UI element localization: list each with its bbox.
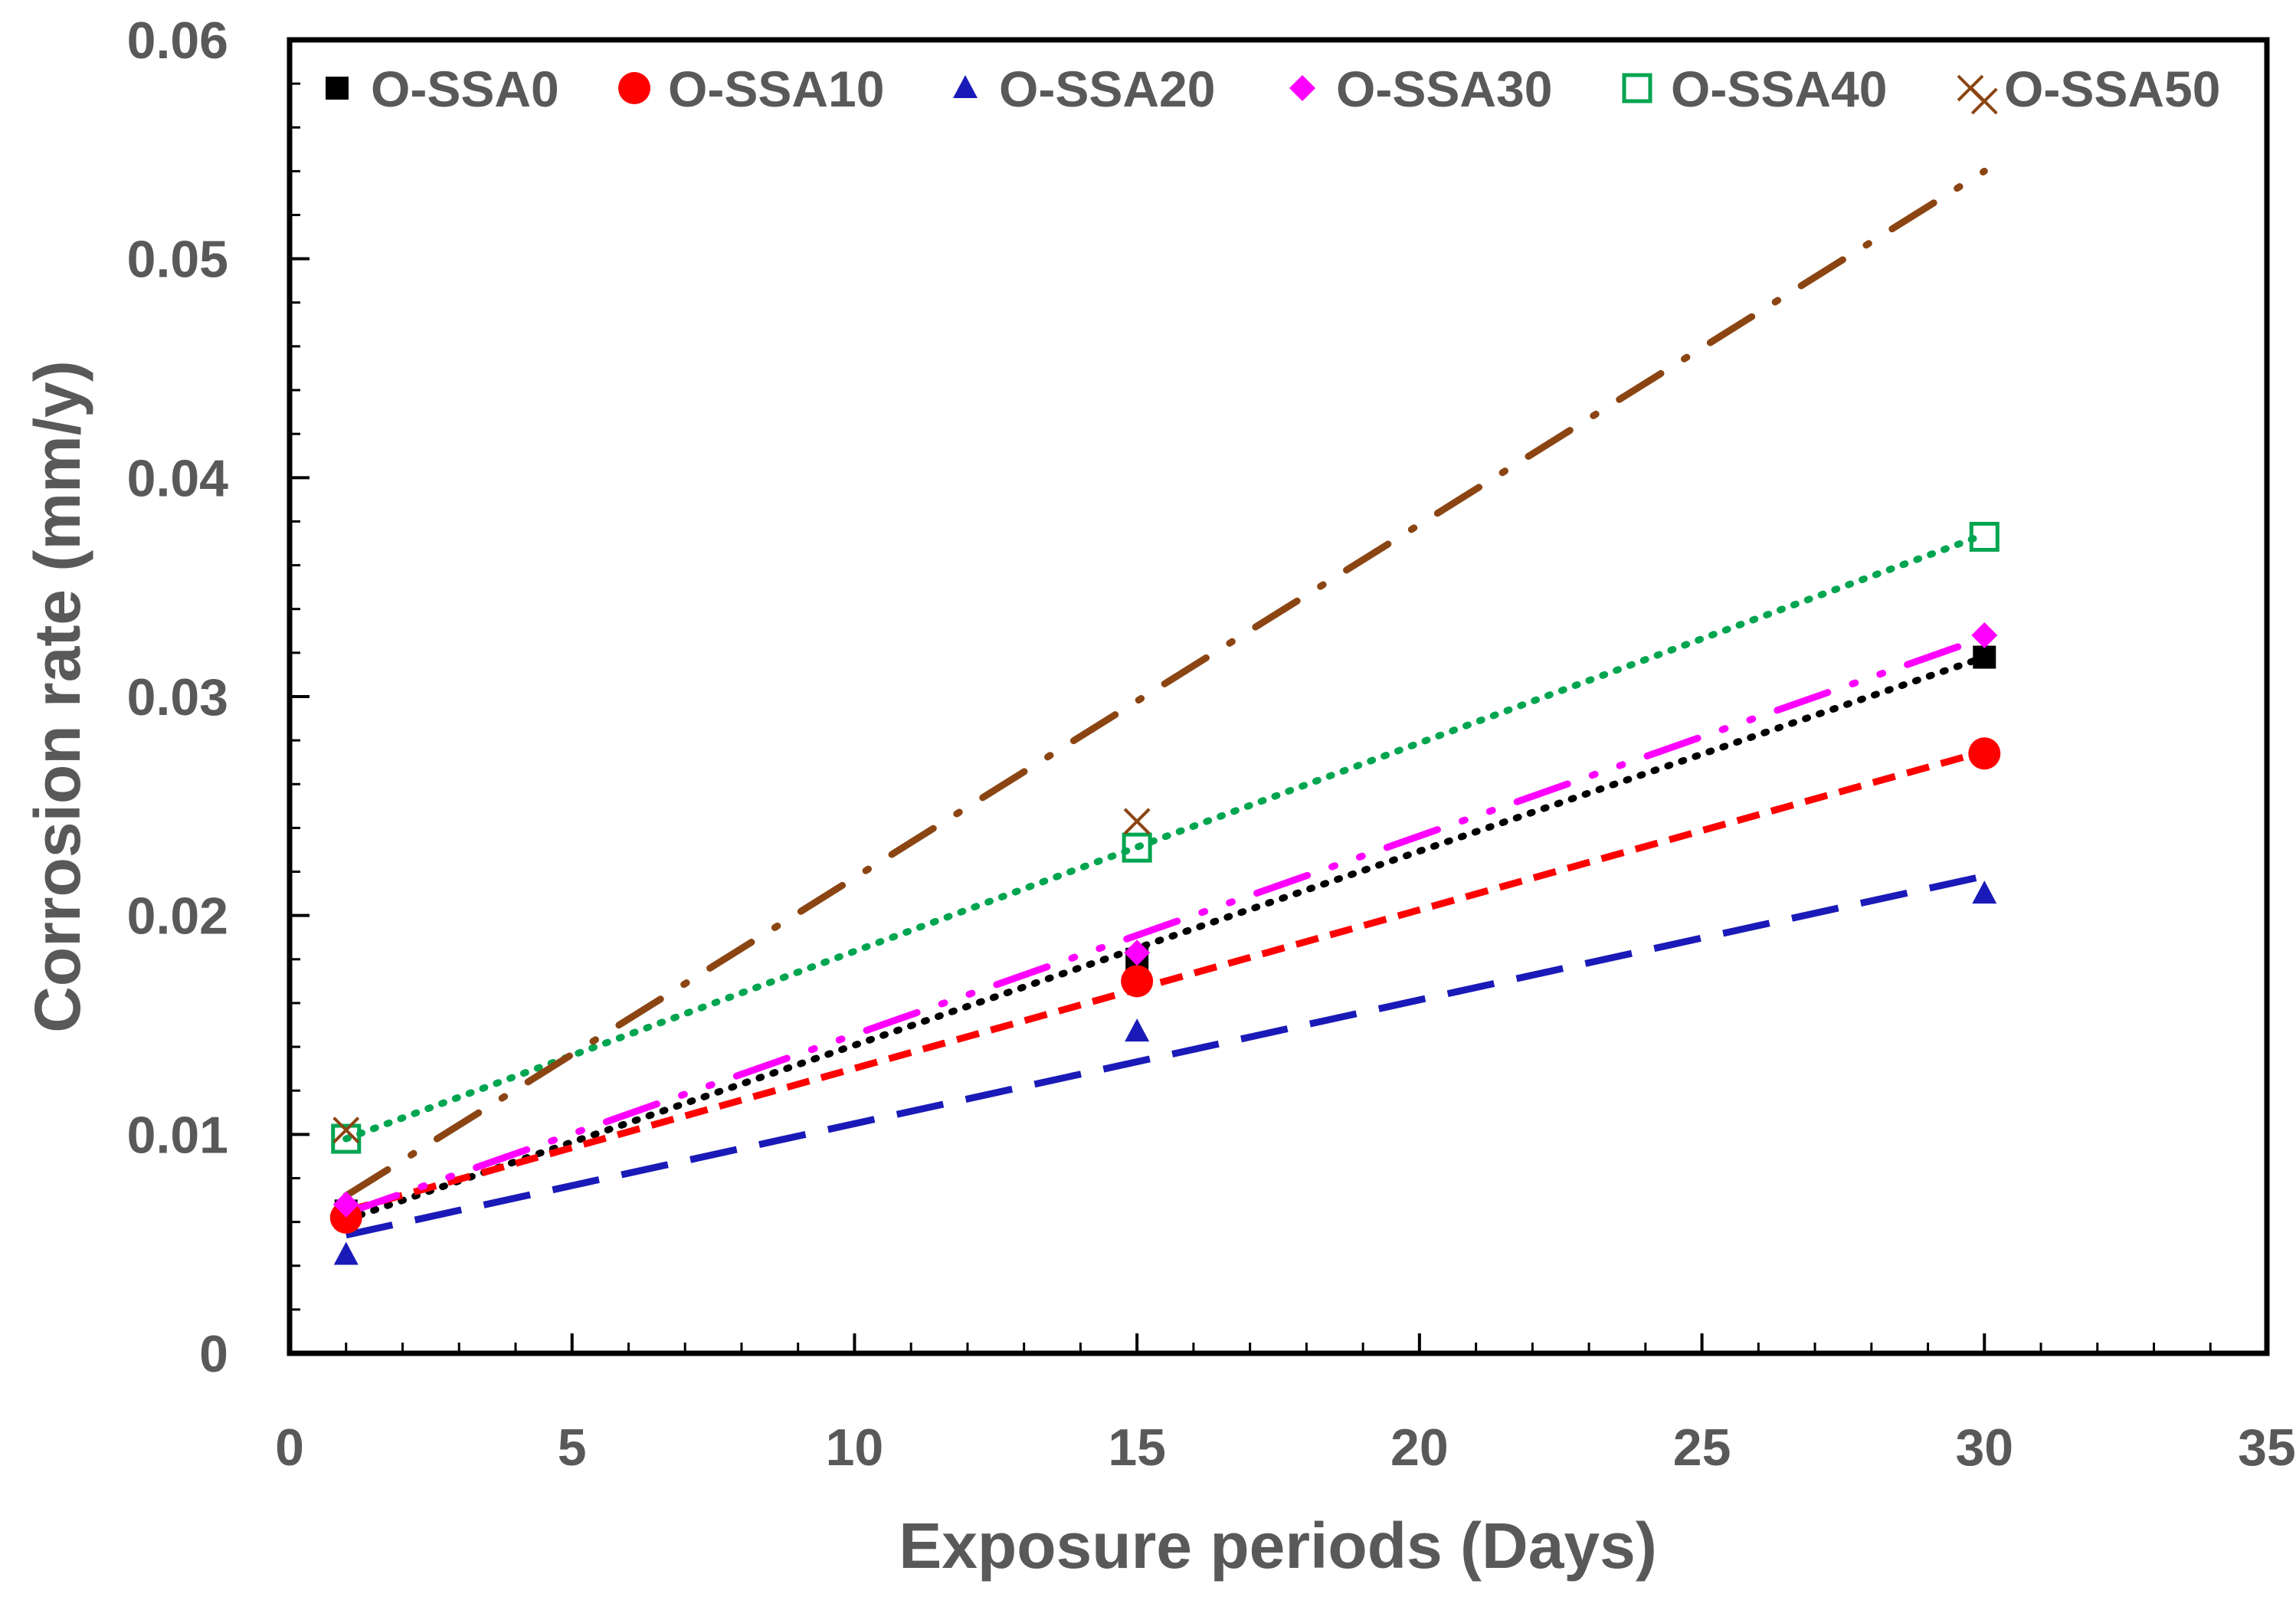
- legend-marker-o-ssa50: [1957, 74, 1984, 102]
- point-o-ssa30: [332, 1191, 359, 1218]
- x-tick-label: 30: [1955, 1418, 2013, 1477]
- x-tick-label: 15: [1108, 1418, 1166, 1477]
- legend-marker-o-ssa40: [1622, 73, 1652, 103]
- y-tick-label: 0.01: [127, 1106, 228, 1164]
- trendline-o-ssa10: [345, 748, 1986, 1215]
- y-tick-label: 0: [199, 1325, 228, 1383]
- x-tick-label: 25: [1673, 1418, 1731, 1477]
- y-tick-label: 0.04: [127, 449, 229, 507]
- y-tick-label: 0.03: [127, 668, 228, 726]
- x-tick-label: 10: [826, 1418, 884, 1477]
- point-o-ssa30: [1124, 940, 1151, 966]
- trendline-o-ssa0: [342, 654, 1988, 1224]
- legend-label-o-ssa30: O-SSA30: [1336, 61, 1552, 117]
- legend-label-o-ssa40: O-SSA40: [1671, 61, 1887, 117]
- x-tick-label: 0: [275, 1418, 304, 1477]
- point-o-ssa30: [1971, 622, 1998, 649]
- x-tick-label: 20: [1390, 1418, 1449, 1477]
- legend-label-o-ssa10: O-SSA10: [668, 61, 884, 117]
- point-o-ssa20: [1972, 880, 1997, 904]
- y-tick-label: 0.06: [127, 11, 228, 70]
- trendlines: [342, 167, 1988, 1239]
- point-o-ssa40: [1122, 832, 1152, 863]
- point-o-ssa10: [329, 1201, 362, 1234]
- legend-label-o-ssa50: O-SSA50: [2004, 61, 2220, 117]
- point-o-ssa40: [1969, 521, 2000, 552]
- tick-labels: 0 5 10 15 20 25 30 35 0 0.01 0.02 0.03 0.04 0.05 0.06: [127, 11, 2296, 1477]
- trendline-o-ssa30: [342, 634, 1988, 1217]
- point-o-ssa10: [1968, 737, 2001, 770]
- legend-marker-o-ssa10: [618, 72, 650, 104]
- y-tick-label: 0.05: [127, 231, 228, 289]
- point-o-ssa40: [331, 1123, 362, 1154]
- point-o-ssa20: [333, 1241, 359, 1265]
- point-o-ssa0: [1973, 645, 1996, 669]
- y-tick-label: 0.02: [127, 887, 228, 946]
- legend-label-o-ssa20: O-SSA20: [999, 61, 1215, 117]
- trendline-o-ssa50: [342, 167, 1988, 1199]
- x-tick-label: 5: [558, 1418, 587, 1477]
- x-axis-title: Exposure periods (Days): [899, 1510, 1657, 1582]
- legend-marker-o-ssa30: [1289, 75, 1315, 101]
- data-markers: [329, 87, 2001, 1265]
- point-o-ssa50: [1123, 808, 1151, 835]
- point-o-ssa20: [1125, 1018, 1150, 1042]
- point-o-ssa50: [332, 1117, 360, 1144]
- legend-marker-o-ssa0: [326, 77, 349, 100]
- legend-marker-o-ssa20: [953, 75, 978, 98]
- legend: O-SSA0 O-SSA10 O-SSA20 O-SSA30 O-SSA40 O-SSA5…: [326, 61, 2220, 117]
- legend-label-o-ssa0: O-SSA0: [371, 61, 559, 117]
- y-axis-title: Corrosion rate (mm/y): [21, 360, 93, 1033]
- trendline-o-ssa40: [342, 531, 1988, 1143]
- plot-area-border: [287, 37, 2270, 1356]
- point-o-ssa10: [1121, 965, 1154, 998]
- x-tick-label: 35: [2238, 1418, 2296, 1477]
